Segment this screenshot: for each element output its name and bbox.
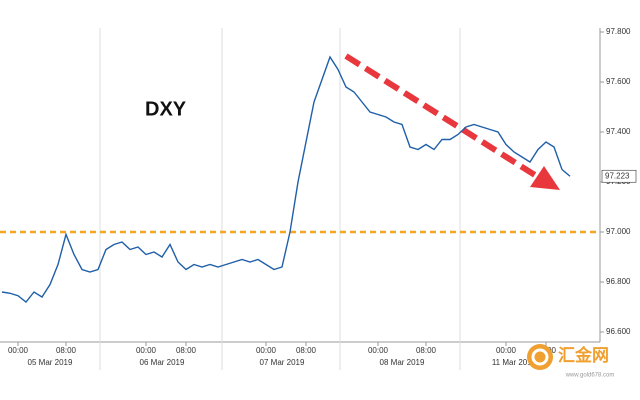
- x-tick-label: 00:00: [8, 346, 29, 355]
- x-tick-label: 08:00: [296, 346, 317, 355]
- day-separators: [99, 28, 461, 370]
- x-date-label: 08 Mar 2019: [380, 358, 425, 367]
- arrow-head: [530, 166, 560, 190]
- x-date-label: 11 Mar 2019: [492, 358, 537, 367]
- x-tick-label: 00:00: [256, 346, 277, 355]
- x-tick-label: 00:00: [368, 346, 389, 355]
- y-tick-label: 97.400: [606, 127, 631, 136]
- y-tick-label: 97.800: [606, 27, 631, 36]
- y-tick-label: 96.800: [606, 277, 631, 286]
- watermark-url: www.gold678.com: [565, 373, 615, 379]
- arrow-shaft: [344, 53, 540, 180]
- price-line: [1, 55, 571, 303]
- x-tick-label: 08:00: [56, 346, 77, 355]
- watermark-logo: [527, 344, 553, 370]
- watermark-logo-ring: [531, 348, 549, 366]
- y-tick-label: 97.600: [606, 77, 631, 86]
- y-tick-label: 96.600: [606, 327, 631, 336]
- trend-arrow: [344, 53, 560, 190]
- x-tick-label: 00:00: [496, 346, 517, 355]
- x-date-label: 05 Mar 2019: [28, 358, 73, 367]
- x-tick-label: 08:00: [416, 346, 437, 355]
- watermark-name: 汇金网: [558, 345, 609, 366]
- watermark: 汇金网 www.gold678.com: [527, 344, 614, 379]
- x-tick-label: 00:00: [136, 346, 157, 355]
- chart-title: DXY: [145, 98, 187, 120]
- x-date-label: 06 Mar 2019: [140, 358, 185, 367]
- plot: 96.60096.80097.00097.20097.40097.60097.8…: [0, 27, 637, 367]
- x-tick-label: 08:00: [176, 346, 197, 355]
- y-tick-label: 97.000: [606, 227, 631, 236]
- last-value-box: [601, 169, 637, 183]
- last-value-label: 97.223: [605, 171, 630, 180]
- x-date-label: 07 Mar 2019: [260, 358, 305, 367]
